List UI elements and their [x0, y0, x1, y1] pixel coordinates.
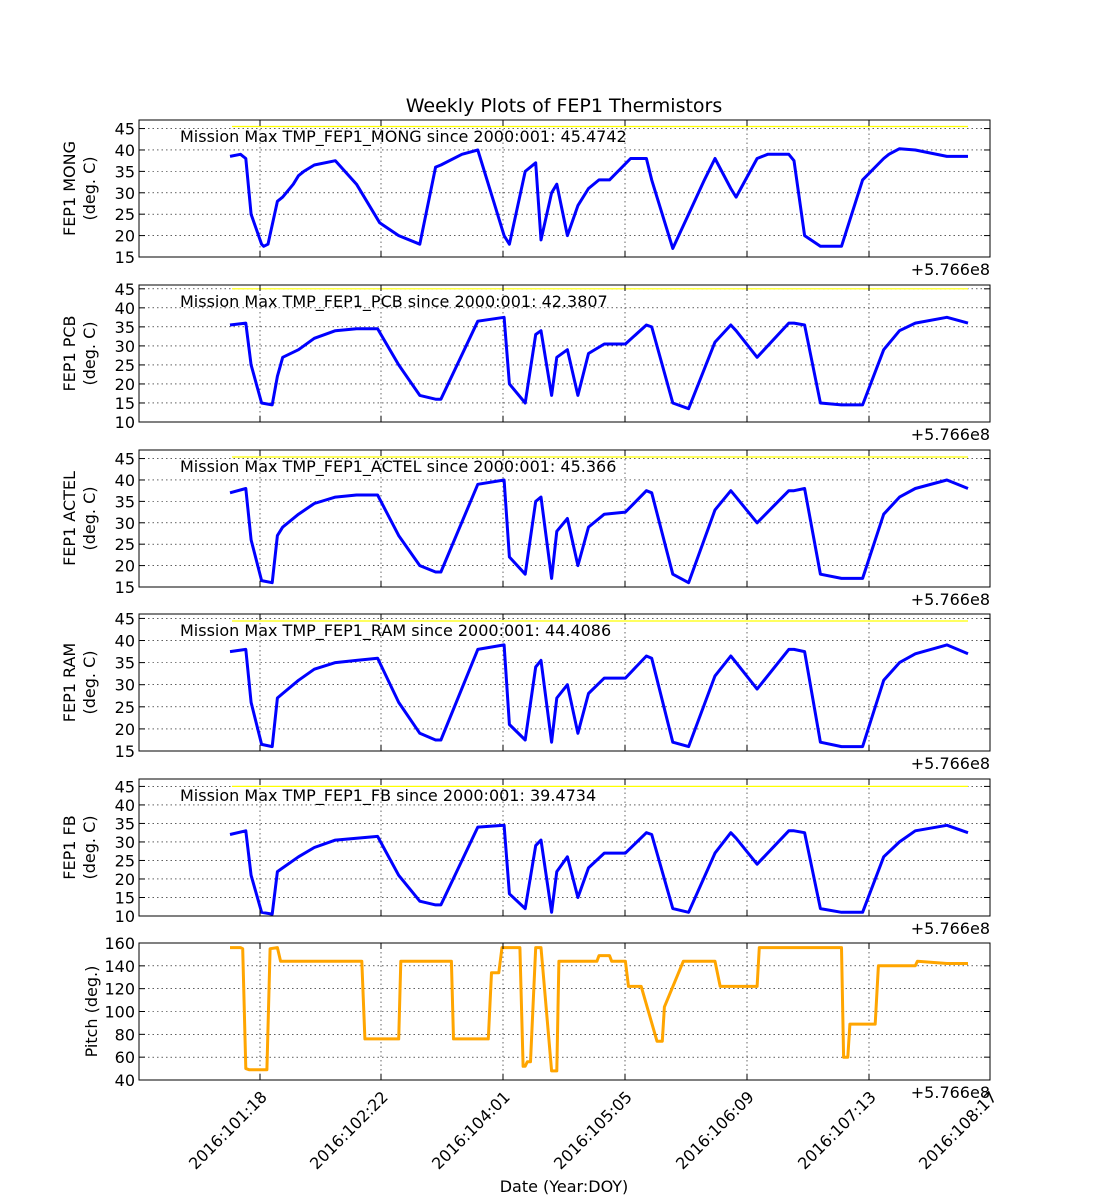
- y-axis-label-line: (deg. C): [80, 322, 99, 386]
- y-tick-label: 40: [115, 299, 135, 318]
- plot-frame: [138, 284, 991, 423]
- y-axis-label: FEP1 ACTEL (deg. C): [60, 471, 99, 566]
- y-tick-label: 15: [115, 742, 135, 761]
- y-axis-label-line: FEP1 FB: [60, 815, 79, 879]
- series-line: [229, 147, 968, 250]
- mission-max-annotation: Mission Max TMP_FEP1_ACTEL since 2000:00…: [180, 457, 616, 477]
- plot-frame: [138, 613, 991, 752]
- y-tick-label: 25: [115, 356, 135, 375]
- y-tick-label: 10: [115, 413, 135, 432]
- x-offset-label: +5.766e8: [911, 1083, 990, 1102]
- y-axis-label: Pitch (deg.): [82, 966, 101, 1058]
- y-tick-label: 35: [115, 162, 135, 181]
- y-tick-label: 25: [115, 205, 135, 224]
- y-tick-label: 25: [115, 698, 135, 717]
- figure-title: Weekly Plots of FEP1 Thermistors: [406, 95, 723, 117]
- y-axis-label: FEP1 RAM (deg. C): [60, 643, 99, 722]
- y-axis-label-line: Pitch (deg.): [82, 966, 101, 1058]
- x-offset-label: +5.766e8: [911, 425, 990, 444]
- y-tick-label: 100: [104, 1003, 135, 1022]
- y-axis-label-line: FEP1 MONG: [60, 141, 79, 236]
- y-tick-label: 30: [115, 833, 135, 852]
- y-axis-label: FEP1 FB (deg. C): [60, 815, 99, 879]
- y-tick-label: 30: [115, 676, 135, 695]
- y-tick-label: 45: [115, 450, 135, 469]
- y-axis-label-line: (deg. C): [80, 157, 99, 221]
- y-tick-label: 80: [115, 1025, 135, 1044]
- y-tick-label: 45: [115, 609, 135, 628]
- plot-frame: [138, 119, 991, 258]
- x-axis-label: Date (Year:DOY): [500, 1177, 629, 1196]
- y-tick-label: 45: [115, 777, 135, 796]
- y-tick-label: 45: [115, 120, 135, 139]
- y-tick-label: 20: [115, 557, 135, 576]
- mission-max-annotation: Mission Max TMP_FEP1_MONG since 2000:001…: [180, 127, 627, 147]
- y-tick-label: 15: [115, 394, 135, 413]
- y-tick-label: 20: [115, 227, 135, 246]
- y-tick-label: 15: [115, 888, 135, 907]
- y-tick-label: 60: [115, 1048, 135, 1067]
- plot-frame: [138, 449, 991, 588]
- y-tick-label: 40: [115, 796, 135, 815]
- y-tick-label: 160: [104, 934, 135, 953]
- panel-4: 15 20 25 30 35 40 45 FEP1 RAM (deg. C) Mission Ma…: [60, 609, 991, 773]
- mission-max-annotation: Mission Max TMP_FEP1_FB since 2000:001: …: [180, 786, 596, 806]
- y-tick-label: 20: [115, 375, 135, 394]
- y-tick-label: 40: [115, 141, 135, 160]
- y-axis-label-line: FEP1 PCB: [60, 315, 79, 391]
- series-line: [230, 946, 968, 1073]
- y-axis-label-line: FEP1 RAM: [60, 643, 79, 722]
- y-axis-label-line: (deg. C): [80, 651, 99, 715]
- x-offset-label: +5.766e8: [911, 919, 990, 938]
- y-tick-label: 25: [115, 535, 135, 554]
- y-tick-label: 35: [115, 318, 135, 337]
- mission-max-annotation: Mission Max TMP_FEP1_PCB since 2000:001:…: [180, 292, 608, 312]
- y-tick-label: 140: [104, 957, 135, 976]
- y-tick-label: 120: [104, 980, 135, 999]
- y-tick-label: 25: [115, 851, 135, 870]
- panel-3: 15 20 25 30 35 40 45 FEP1 ACTEL (deg. C) Mission …: [60, 449, 991, 609]
- y-tick-label: 30: [115, 184, 135, 203]
- y-axis-label: FEP1 MONG (deg. C): [60, 141, 99, 236]
- y-tick-label: 40: [115, 471, 135, 490]
- x-offset-label: +5.766e8: [911, 590, 990, 609]
- y-tick-label: 35: [115, 654, 135, 673]
- y-axis-label-line: (deg. C): [80, 816, 99, 880]
- y-tick-label: 30: [115, 337, 135, 356]
- y-axis-label-line: (deg. C): [80, 487, 99, 551]
- y-tick-label: 35: [115, 492, 135, 511]
- y-tick-label: 40: [115, 1071, 135, 1090]
- y-tick-label: 45: [115, 280, 135, 299]
- mission-max-annotation: Mission Max TMP_FEP1_RAM since 2000:001:…: [180, 621, 611, 641]
- x-offset-label: +5.766e8: [911, 754, 990, 773]
- plot-frame: [138, 778, 991, 917]
- y-axis-label: FEP1 PCB (deg. C): [60, 315, 99, 391]
- y-tick-label: 40: [115, 632, 135, 651]
- y-tick-label: 15: [115, 578, 135, 597]
- panel-1: 15 20 25 30 35 40 45 FEP1 MONG (deg. C) Mission M…: [60, 119, 991, 279]
- series-line: [229, 478, 969, 585]
- series-line: [229, 315, 969, 411]
- y-tick-label: 15: [115, 248, 135, 267]
- y-tick-label: 35: [115, 814, 135, 833]
- y-tick-label: 10: [115, 907, 135, 926]
- x-offset-label: +5.766e8: [911, 260, 990, 279]
- series-line: [229, 823, 969, 916]
- series-line: [229, 643, 969, 749]
- y-tick-label: 30: [115, 514, 135, 533]
- y-axis-label-line: FEP1 ACTEL: [60, 471, 79, 566]
- y-tick-label: 20: [115, 720, 135, 739]
- y-tick-label: 20: [115, 870, 135, 889]
